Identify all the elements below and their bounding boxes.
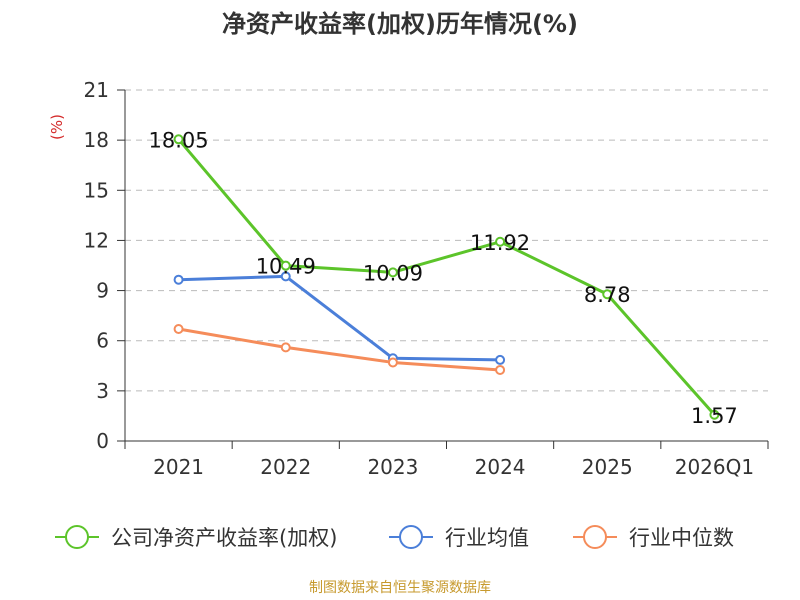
data-point xyxy=(602,289,613,300)
y-tick-label: 21 xyxy=(84,78,109,102)
legend-swatch-marker xyxy=(583,525,607,549)
data-point xyxy=(387,267,398,278)
legend: 公司净资产收益率(加权) 行业均值 行业中位数 xyxy=(55,525,734,550)
y-axis-label: (%) xyxy=(48,114,66,140)
data-point xyxy=(280,260,291,271)
legend-label: 行业均值 xyxy=(445,526,529,550)
data-point xyxy=(495,236,506,247)
legend-label: 公司净资产收益率(加权) xyxy=(111,526,337,550)
series-line-1 xyxy=(178,274,501,362)
data-point xyxy=(709,409,720,420)
legend-swatch-marker xyxy=(399,525,423,549)
data-label: 10.09 xyxy=(363,261,423,285)
x-tick-label: 2024 xyxy=(475,455,526,479)
data-point xyxy=(173,274,184,285)
data-point xyxy=(387,357,398,368)
x-tick-label: 2025 xyxy=(582,455,633,479)
data-point xyxy=(173,324,184,335)
data-point xyxy=(173,134,184,145)
y-tick-label: 6 xyxy=(96,329,109,353)
y-tick-label: 3 xyxy=(96,379,109,403)
y-tick-label: 9 xyxy=(96,279,109,303)
data-label: 1.57 xyxy=(691,404,738,428)
source-note: 制图数据来自恒生聚源数据库 xyxy=(309,580,491,596)
axes: 0 3 6 9 12 15 18 21 2021 2022 2023 2024 2025 2026Q1 xyxy=(84,78,769,479)
y-tick-label: 15 xyxy=(84,178,109,202)
series-line-0 xyxy=(177,138,716,416)
series-line-2 xyxy=(178,327,501,372)
x-tick-label: 2022 xyxy=(260,455,311,479)
data-point xyxy=(280,342,291,353)
data-point xyxy=(280,271,291,282)
y-tick-label: 18 xyxy=(84,128,109,152)
data-label: 11.92 xyxy=(470,231,530,255)
data-label: 8.78 xyxy=(584,283,631,307)
data-point xyxy=(495,364,506,375)
y-tick-label: 12 xyxy=(84,228,109,252)
y-tick-label: 0 xyxy=(96,429,109,453)
data-labels: 18.05 10.49 10.09 11.92 8.78 1.57 xyxy=(149,128,738,427)
chart-title: 净资产收益率(加权)历年情况(%) xyxy=(222,10,578,38)
grid-lines xyxy=(125,89,768,392)
legend-label: 行业中位数 xyxy=(629,526,734,550)
x-tick-label: 2023 xyxy=(367,455,418,479)
x-tick-label: 2026Q1 xyxy=(675,455,754,479)
x-tick-label: 2021 xyxy=(153,455,204,479)
data-label: 10.49 xyxy=(256,255,316,279)
data-point xyxy=(495,354,506,365)
series-lines xyxy=(173,134,720,420)
data-label: 18.05 xyxy=(149,128,209,152)
legend-swatch-marker xyxy=(65,525,89,549)
